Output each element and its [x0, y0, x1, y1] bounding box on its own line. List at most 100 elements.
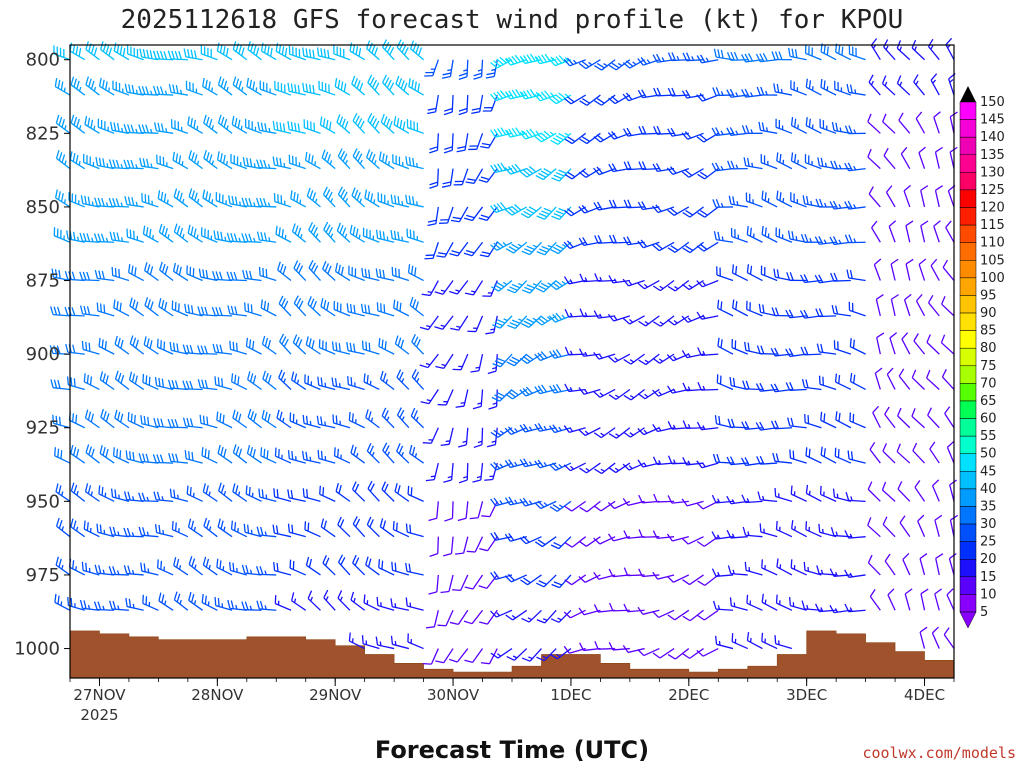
colorbar-label: 55: [980, 429, 997, 444]
wind-barb: [485, 315, 498, 335]
barb-staff: [318, 55, 336, 61]
barb-feather: [263, 159, 267, 169]
wind-barb: [776, 152, 793, 170]
barb-feather: [544, 90, 551, 98]
barb-feather: [352, 148, 358, 157]
barb-half-feather: [370, 417, 374, 422]
wind-barb: [382, 39, 395, 61]
barb-feather: [667, 455, 673, 464]
wind-barb: [478, 574, 498, 589]
barb-feather: [234, 117, 238, 127]
wind-barb: [257, 121, 277, 134]
barb-staff: [337, 597, 351, 611]
barb-staff: [200, 352, 218, 355]
barb-feather: [452, 216, 462, 220]
colorbar-segment: [959, 488, 977, 507]
wind-barb: [869, 589, 881, 611]
barb-half-feather: [499, 500, 503, 505]
wind-barb: [607, 313, 631, 322]
barb-staff: [920, 190, 926, 208]
wind-barb: [456, 133, 469, 153]
barb-feather: [726, 529, 732, 539]
colorbar: 1501451401351301251201151101051009590858…: [959, 86, 1005, 629]
barb-feather: [730, 51, 735, 61]
barb-feather: [97, 197, 102, 207]
barb-feather: [420, 401, 430, 405]
barb-staff: [472, 648, 484, 663]
barb-feather: [399, 409, 405, 419]
barb-staff: [157, 198, 174, 208]
barb-feather: [112, 159, 117, 169]
barb-staff: [202, 85, 218, 96]
barb-half-feather: [687, 460, 691, 465]
barb-feather: [526, 318, 535, 324]
barb-feather: [437, 252, 447, 255]
barb-feather: [167, 418, 172, 428]
barb-half-feather: [224, 236, 227, 242]
barb-half-feather: [491, 68, 496, 71]
barb-feather: [422, 442, 432, 444]
wind-barb: [790, 80, 807, 96]
wind-barb: [226, 271, 247, 282]
barb-half-feather: [447, 475, 453, 479]
barb-half-feather: [475, 366, 480, 369]
barb-feather: [519, 171, 528, 178]
barb-feather: [395, 522, 398, 532]
wind-barb: [760, 265, 778, 282]
barb-feather: [641, 125, 647, 135]
barb-feather: [127, 196, 131, 206]
barb-feather: [333, 447, 336, 456]
barb-feather: [214, 597, 217, 606]
barb-staff: [449, 168, 454, 186]
wind-barb: [302, 47, 321, 61]
barb-half-feather: [735, 92, 739, 97]
barb-half-feather: [702, 314, 706, 319]
wind-barb: [464, 574, 484, 590]
barb-feather: [175, 153, 179, 163]
wind-barb: [352, 554, 366, 576]
wind-barb: [506, 648, 528, 661]
wind-barb: [882, 443, 896, 464]
barb-feather: [776, 83, 780, 93]
wind-barb: [666, 533, 689, 542]
wind-barb: [697, 381, 719, 391]
wind-barb: [379, 370, 395, 390]
wind-barb: [152, 454, 174, 464]
barb-feather: [113, 299, 116, 309]
wind-barb: [377, 192, 395, 208]
barb-feather: [397, 337, 402, 347]
barb-staff: [408, 272, 424, 282]
barb-feather: [467, 178, 476, 181]
barb-feather: [814, 236, 820, 245]
barb-feather: [217, 444, 221, 454]
barb-feather: [323, 221, 329, 230]
wind-barb: [667, 648, 690, 660]
barb-feather: [81, 561, 84, 571]
barb-feather: [123, 565, 128, 574]
wind-barb: [259, 80, 277, 96]
barb-feather: [717, 337, 720, 347]
barb-feather: [490, 164, 496, 173]
wind-barb: [770, 420, 792, 430]
barb-feather: [608, 275, 614, 284]
barb-staff: [306, 564, 321, 576]
barb-half-feather: [746, 498, 750, 503]
barb-staff: [379, 159, 395, 170]
barb-feather: [788, 47, 791, 57]
wind-barb: [728, 195, 748, 208]
wind-barb: [534, 351, 557, 362]
barb-feather: [761, 190, 764, 200]
barb-feather: [98, 270, 102, 279]
barb-staff: [259, 496, 277, 502]
barb-feather: [187, 116, 190, 125]
barb-feather: [217, 377, 220, 386]
barb-feather: [276, 489, 279, 498]
barb-feather: [637, 459, 644, 468]
wind-barb: [815, 308, 837, 318]
barb-feather: [266, 302, 270, 312]
barb-half-feather: [532, 283, 538, 286]
barb-feather: [902, 552, 910, 560]
barb-feather: [212, 271, 216, 280]
barb-half-feather: [61, 491, 64, 496]
barb-feather: [156, 454, 161, 463]
